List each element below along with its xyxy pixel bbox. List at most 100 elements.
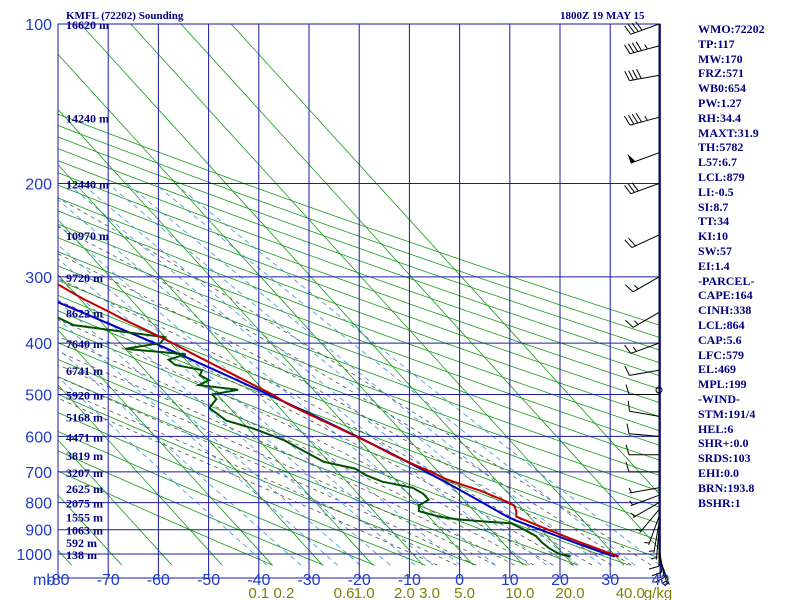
wind-barb-flag [651,571,662,577]
wind-barb-half-flag [632,346,637,352]
temperature-tick-label: -40 [247,572,270,589]
wind-barb-staff [639,509,660,534]
wind-barb-flag [625,319,634,328]
mixing-ratio-label: 20.0 [555,585,584,600]
wind-barb-staff [629,74,660,82]
isotherm-line [0,12,21,565]
wind-barb [627,400,660,417]
isotherm-line [58,549,72,566]
mixing-ratio-line [174,183,660,566]
index-item: LI:-0.5 [698,184,734,199]
height-label: 3819 m [66,449,103,463]
wind-barb [627,152,660,164]
isotherm-line [230,24,660,496]
wind-barb [648,523,660,553]
wind-barb-staff [630,23,660,35]
temperature-tick-label: 40 [652,572,670,589]
isotherm-line [58,108,474,566]
index-item: TH:5782 [698,140,744,155]
mixing-ratio-line [58,318,338,566]
dry-adiabat-line [58,160,660,377]
dry-adiabat-line [58,326,660,559]
wind-barb-flag [624,239,633,248]
wind-barb-flag [625,384,630,395]
isotherm-line [58,219,374,566]
index-item: WB0:654 [698,81,746,96]
temperature-tick-label: -10 [398,572,421,589]
dry-adiabat-line [58,210,660,432]
index-item: STM:191/4 [698,406,756,421]
height-label: 1063 m [66,524,103,538]
height-label: 138 m [66,548,97,562]
wind-barb [648,536,660,570]
wind-barb-flag [624,70,630,81]
pressure-tick-label: 900 [25,523,52,540]
isotherm-line [80,24,574,566]
wind-barb-flag [625,461,630,473]
wind-barb-flag [628,70,634,81]
wind-barb [630,502,660,519]
mixing-ratio-unit: g/kg [644,585,672,600]
wind-barb-flag [631,113,639,124]
wind-barb-half-flag [644,115,648,121]
index-item: MW:170 [698,51,743,66]
index-item: SRDS:103 [698,451,751,466]
mixing-ratio-line [58,277,391,566]
wind-barb [629,494,660,507]
index-item: -WIND- [698,391,740,406]
wind-barb [628,487,660,494]
wind-barb-staff [630,183,660,195]
dry-adiabat-line [58,136,660,351]
wind-barb-half-flag [648,550,655,552]
mixing-ratio-line [67,183,530,566]
wind-barb-flag [627,114,635,125]
sounding-profiles [58,283,620,558]
temperature-tick-label: -80 [46,572,69,589]
index-item: TT:34 [698,214,730,229]
mixing-ratio-line [58,258,416,566]
wind-barb-flag [635,112,643,123]
temperature-tick-label: -70 [97,572,120,589]
moist-adiabat-line [58,376,477,566]
temperature-tick-label: 30 [601,572,619,589]
height-label: 12440 m [66,178,109,192]
height-label: 9720 m [66,271,103,285]
wind-barb-flag [631,182,639,192]
index-item: HEL:6 [698,421,734,436]
wind-barb-half-flag [664,582,669,587]
temperature-tick-label: 20 [551,572,569,589]
wind-barb-flag [624,25,632,35]
height-label: 3207 m [66,466,103,480]
isotherm-line [58,163,424,566]
pressure-tick-label: 800 [25,496,52,513]
temperature-line [58,283,620,558]
wind-barb-staff [632,502,660,519]
index-item: LFC:579 [698,347,744,362]
height-label: 5920 m [66,389,103,403]
pressure-tick-label: 300 [25,270,52,287]
wind-barb-half-flag [629,500,634,506]
wind-barb-flag [627,183,635,193]
wind-barb [625,444,659,456]
height-label: 2625 m [66,482,103,496]
wind-barb [644,516,660,545]
wind-barb-flag [628,237,636,247]
moist-adiabat-line [58,278,593,566]
pressure-tick-label: 400 [25,336,52,353]
dry-adiabat-line [58,358,579,566]
mixing-ratio-line [154,183,636,566]
wind-barb-flag [624,365,630,376]
mixing-ratio-label: 2.0 [394,585,415,600]
wind-barb-flag [648,565,660,570]
temperature-tick-label: -20 [348,572,371,589]
wind-barb-flag [636,68,642,79]
temperature-tick-label: 10 [501,572,519,589]
dry-adiabat-line [58,197,660,418]
pressure-tick-label: 700 [25,465,52,482]
moist-adiabat-line [58,197,652,566]
mixing-ratio-label: 5.0 [454,585,475,600]
wind-barb [624,365,660,376]
index-item: EHI:0.0 [698,465,740,480]
wind-barb-flag [627,24,635,34]
wind-barb-staff [629,487,660,494]
